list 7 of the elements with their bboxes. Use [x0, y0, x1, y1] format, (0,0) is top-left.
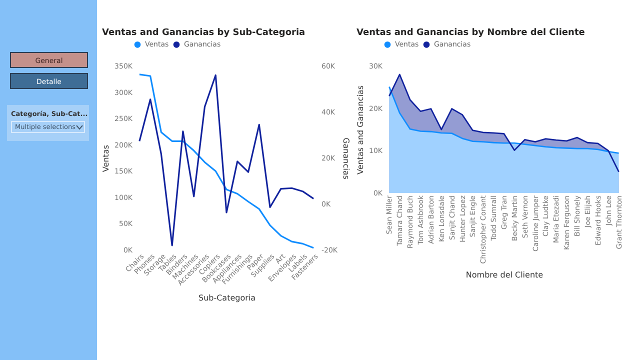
- x-axis-title: Sub-Categoria: [198, 293, 256, 302]
- chart-title: Ventas and Ganancias by Sub-Categoria: [102, 28, 306, 38]
- chart-title: Ventas and Ganancias by Nombre del Cliente: [356, 28, 585, 38]
- y-axis-title: Ventas: [102, 144, 111, 172]
- x-axis-title: Nombre del Cliente: [466, 270, 544, 280]
- y2-axis-title: Ganancias: [342, 138, 351, 180]
- y-axis-title: Ventas and Ganancias: [356, 85, 365, 175]
